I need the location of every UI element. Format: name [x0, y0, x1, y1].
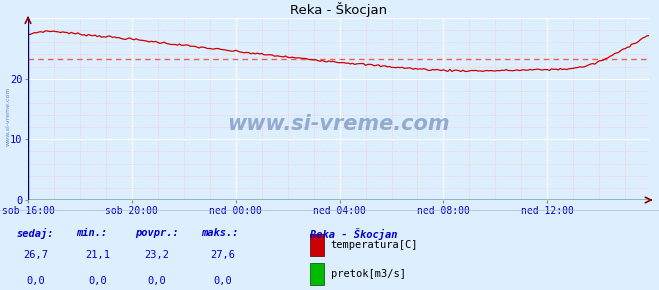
Bar — [310, 263, 324, 285]
Text: sedaj:: sedaj: — [16, 228, 54, 239]
Text: temperatura[C]: temperatura[C] — [331, 240, 418, 250]
Text: maks.:: maks.: — [201, 228, 239, 238]
Text: 0,0: 0,0 — [88, 276, 107, 286]
Text: 27,6: 27,6 — [210, 250, 235, 260]
Bar — [310, 234, 324, 256]
Text: 0,0: 0,0 — [27, 276, 45, 286]
Text: 0,0: 0,0 — [148, 276, 166, 286]
Text: Reka - Škocjan: Reka - Škocjan — [310, 228, 397, 240]
Text: www.si-vreme.com: www.si-vreme.com — [227, 114, 450, 134]
Text: 23,2: 23,2 — [144, 250, 169, 260]
Text: 0,0: 0,0 — [214, 276, 232, 286]
Title: Reka - Škocjan: Reka - Škocjan — [290, 2, 387, 17]
Text: 26,7: 26,7 — [24, 250, 49, 260]
Text: 21,1: 21,1 — [85, 250, 110, 260]
Text: min.:: min.: — [76, 228, 107, 238]
Text: www.si-vreme.com: www.si-vreme.com — [5, 86, 11, 146]
Text: povpr.:: povpr.: — [135, 228, 179, 238]
Text: pretok[m3/s]: pretok[m3/s] — [331, 269, 406, 279]
